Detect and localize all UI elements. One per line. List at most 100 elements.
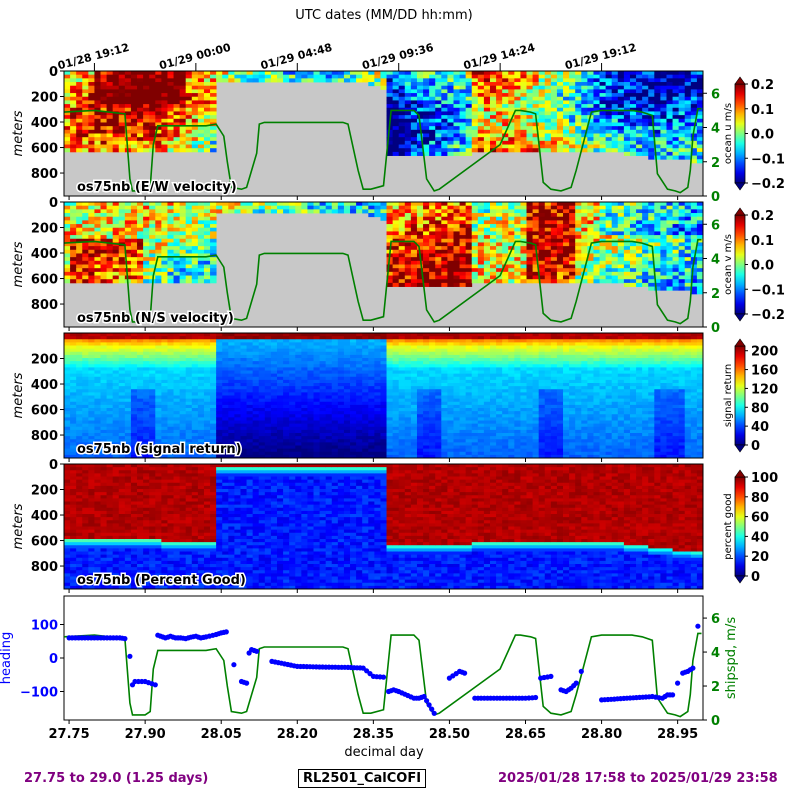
velocity-cell (502, 227, 509, 232)
velocity-cell (441, 224, 448, 229)
signal-cell (264, 376, 272, 381)
velocity-cell (82, 96, 89, 101)
signal-cell (94, 386, 101, 390)
signal-cell (185, 383, 193, 387)
signal-cell (173, 376, 181, 381)
velocity-cell (483, 213, 491, 218)
velocity-cell (423, 242, 430, 247)
velocity-cell (471, 235, 479, 240)
velocity-cell (410, 282, 418, 287)
velocity-cell (64, 129, 71, 134)
velocity-cell (520, 220, 527, 225)
signal-cell (70, 398, 77, 403)
velocity-cell (203, 122, 211, 127)
signal-cell (228, 339, 235, 343)
velocity-cell (508, 104, 515, 109)
velocity-cell (386, 148, 394, 153)
signal-cell (210, 351, 217, 356)
signal-cell (216, 367, 223, 371)
velocity-cell (191, 115, 199, 120)
velocity-cell (82, 122, 89, 127)
velocity-cell (423, 107, 430, 112)
velocity-cell (410, 144, 418, 149)
signal-cell (228, 395, 235, 400)
signal-cell (191, 389, 199, 393)
velocity-cell (660, 253, 667, 258)
velocity-cell (398, 78, 406, 83)
velocity-cell (575, 82, 582, 87)
velocity-cell (672, 224, 680, 229)
velocity-cell (429, 205, 436, 210)
signal-cell (234, 433, 241, 437)
velocity-cell (465, 85, 473, 90)
velocity-cell (423, 111, 430, 116)
velocity-cell (550, 104, 558, 109)
velocity-cell (88, 96, 95, 101)
signal-cell (216, 370, 223, 375)
velocity-cell (130, 231, 138, 236)
signal-cell (210, 389, 217, 393)
signal-cell (118, 420, 126, 425)
velocity-cell (605, 137, 613, 142)
velocity-cell (137, 78, 144, 83)
signal-cell (76, 404, 83, 409)
velocity-cell (526, 78, 533, 83)
signal-cell (246, 414, 254, 418)
velocity-cell (106, 268, 114, 273)
velocity-cell (161, 133, 168, 138)
signal-cell (258, 429, 266, 434)
velocity-cell (173, 85, 181, 90)
velocity-cell (191, 74, 199, 79)
velocity-cell (654, 71, 661, 76)
velocity-cell (94, 227, 101, 232)
velocity-cell (143, 231, 150, 236)
velocity-cell (629, 227, 637, 232)
velocity-cell (471, 242, 479, 247)
signal-cell (130, 379, 138, 384)
velocity-cell (605, 279, 613, 284)
velocity-cell (514, 111, 521, 116)
signal-cell (64, 370, 71, 375)
velocity-cell (599, 82, 607, 87)
velocity-cell (672, 85, 680, 90)
velocity-cell (490, 253, 497, 258)
signal-cell (167, 370, 174, 375)
velocity-cell (502, 118, 509, 123)
velocity-cell (429, 216, 436, 221)
velocity-cell (629, 140, 637, 145)
velocity-cell (64, 202, 71, 207)
velocity-cell (398, 71, 406, 76)
velocity-cell (599, 227, 607, 232)
velocity-cell (532, 224, 540, 229)
velocity-cell (629, 246, 637, 251)
velocity-cell (483, 227, 491, 232)
velocity-cell (690, 89, 698, 94)
velocity-cell (197, 111, 205, 116)
velocity-cell (155, 220, 162, 225)
velocity-cell (161, 209, 168, 214)
velocity-cell (106, 111, 114, 116)
velocity-cell (179, 74, 187, 79)
velocity-cell (538, 85, 546, 90)
signal-cell (64, 411, 71, 415)
velocity-cell (629, 231, 637, 236)
signal-cell (246, 370, 254, 375)
velocity-cell (404, 133, 412, 138)
velocity-cell (532, 71, 540, 76)
velocity-cell (684, 133, 692, 138)
signal-cell (234, 395, 241, 400)
velocity-cell (696, 71, 704, 76)
velocity-cell (465, 231, 473, 236)
velocity-cell (100, 224, 107, 229)
velocity-cell (94, 264, 101, 269)
velocity-cell (556, 129, 564, 134)
velocity-cell (514, 71, 521, 76)
velocity-cell (471, 126, 479, 131)
velocity-cell (210, 213, 217, 218)
signal-cell (222, 386, 229, 390)
signal-cell (210, 336, 217, 340)
signal-cell (100, 445, 107, 450)
velocity-cell (556, 126, 564, 131)
velocity-cell (173, 271, 181, 276)
velocity-cell (416, 89, 424, 94)
